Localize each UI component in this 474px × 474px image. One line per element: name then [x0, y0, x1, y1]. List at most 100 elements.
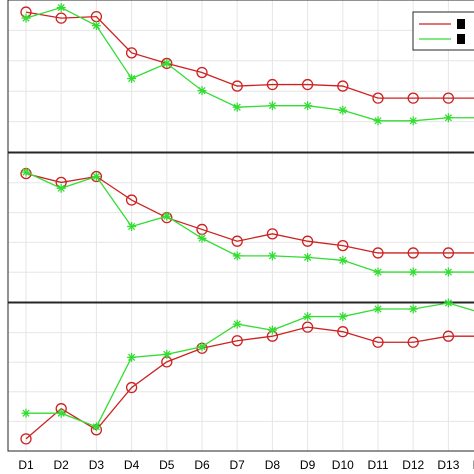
data-point-asterisk — [91, 422, 101, 432]
data-point-circle — [337, 326, 349, 338]
legend — [412, 11, 474, 51]
data-point-circle — [442, 247, 455, 259]
data-point-asterisk — [338, 255, 348, 265]
data-point-circle — [301, 235, 314, 247]
x-tick-label: D5 — [159, 458, 175, 472]
asterisk-stroke — [268, 102, 277, 110]
asterisk-stroke — [303, 312, 312, 321]
data-point-asterisk — [21, 408, 31, 418]
data-point-circle — [337, 239, 349, 252]
asterisk-stroke — [268, 252, 277, 260]
data-point-asterisk — [232, 102, 242, 112]
asterisk-stroke — [57, 184, 65, 192]
series-line — [25, 326, 474, 440]
data-point-asterisk — [197, 86, 207, 96]
asterisk-stroke — [339, 106, 347, 114]
asterisk-stroke — [374, 268, 382, 276]
data-point-asterisk — [91, 21, 101, 31]
asterisk-stroke — [444, 299, 453, 307]
axes-frame — [7, 152, 474, 303]
asterisk-stroke — [198, 234, 206, 242]
x-tick-label: D6 — [194, 458, 210, 472]
asterisk-stroke — [444, 268, 453, 276]
series-red — [20, 321, 474, 445]
data-point-circle — [266, 78, 279, 91]
data-point-asterisk — [338, 312, 348, 322]
data-point-circle — [161, 57, 173, 70]
panel-middle — [7, 152, 474, 303]
data-point-asterisk — [91, 172, 101, 182]
data-point-asterisk — [197, 342, 207, 352]
x-tick-label: D1 — [18, 458, 34, 472]
asterisk-stroke — [233, 103, 241, 111]
asterisk-stroke — [127, 222, 136, 231]
data-point-asterisk — [56, 408, 66, 418]
panel-bottom — [7, 298, 474, 452]
data-point-circle — [231, 335, 243, 347]
data-point-circle — [90, 170, 103, 183]
data-point-asterisk — [373, 304, 383, 314]
data-point-circle — [125, 381, 138, 394]
data-point-asterisk — [267, 101, 277, 111]
asterisk-stroke — [22, 14, 30, 22]
x-tick-label: D12 — [402, 458, 424, 472]
data-point-asterisk — [127, 352, 137, 362]
asterisk-stroke — [233, 320, 241, 328]
asterisk-stroke — [268, 326, 277, 334]
asterisk-stroke — [92, 22, 101, 30]
data-point-circle — [442, 92, 455, 104]
asterisk-stroke — [409, 305, 417, 313]
data-point-circle — [372, 247, 384, 259]
data-point-circle — [407, 336, 419, 348]
data-point-circle — [301, 78, 314, 91]
data-point-circle — [372, 336, 384, 348]
data-point-asterisk — [56, 3, 66, 13]
data-point-circle — [196, 66, 208, 79]
data-point-circle — [20, 433, 32, 445]
data-point-asterisk — [162, 211, 172, 221]
x-tick-label: D3 — [89, 458, 105, 472]
series-green — [21, 298, 474, 432]
data-point-asterisk — [303, 101, 313, 111]
asterisk-stroke — [92, 172, 101, 181]
x-tick-labels: D1 D2 D3 D4 D5 D6 D7 D8 D9 D10 D11 D12 D13 D14 — [18, 458, 474, 472]
series-line — [25, 11, 474, 99]
data-point-asterisk — [373, 267, 383, 277]
series-green — [21, 167, 474, 277]
asterisk-stroke — [339, 312, 347, 321]
data-point-asterisk — [373, 116, 383, 126]
legend-label-stub — [457, 19, 465, 29]
panels-group — [7, 0, 474, 452]
x-tick-label: D4 — [124, 458, 140, 472]
series-line — [26, 302, 474, 428]
data-point-asterisk — [21, 167, 31, 177]
data-point-asterisk — [162, 349, 172, 359]
x-tick-label: D10 — [332, 458, 354, 472]
asterisk-stroke — [374, 305, 382, 313]
data-point-circle — [372, 92, 384, 104]
data-point-asterisk — [267, 251, 277, 261]
asterisk-stroke — [198, 86, 206, 95]
axes-frame — [7, 302, 474, 452]
asterisk-stroke — [444, 114, 453, 122]
data-point-asterisk — [56, 183, 66, 193]
asterisk-stroke — [163, 212, 171, 220]
data-point-circle — [266, 228, 279, 240]
data-point-asterisk — [127, 222, 137, 231]
data-point-asterisk — [408, 116, 418, 126]
series-red — [20, 167, 474, 259]
data-point-asterisk — [127, 74, 137, 84]
data-point-asterisk — [408, 267, 418, 277]
series-line — [25, 171, 474, 273]
data-point-circle — [125, 194, 138, 206]
data-point-circle — [407, 247, 419, 259]
x-tick-label: D2 — [54, 458, 70, 472]
data-point-asterisk — [232, 319, 242, 329]
axes-frame — [7, 0, 474, 153]
data-point-asterisk — [232, 251, 242, 261]
x-tick-label: D14 — [473, 458, 474, 472]
data-point-asterisk — [443, 298, 453, 308]
asterisk-stroke — [163, 59, 171, 68]
series-green — [21, 3, 474, 126]
